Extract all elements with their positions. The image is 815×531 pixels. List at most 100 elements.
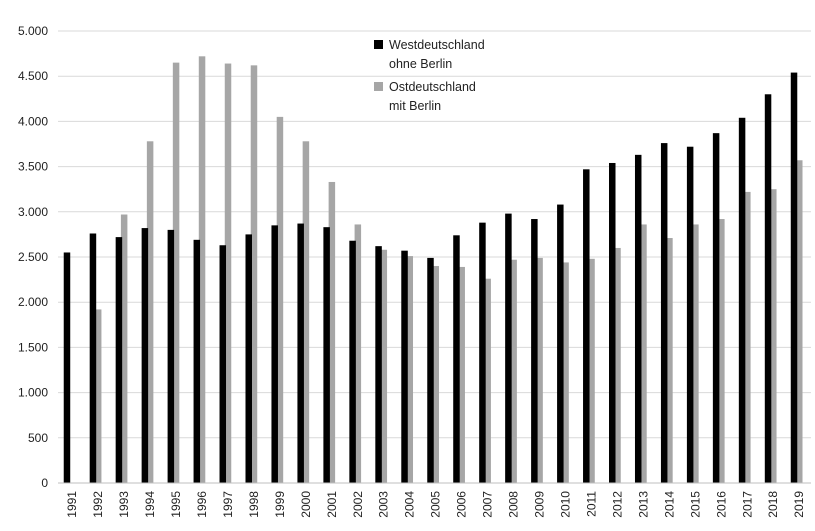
y-tick-label: 5.000 [18,24,48,38]
y-tick-label: 4.000 [18,114,48,128]
bar-west-1996 [193,239,201,483]
x-tick-label: 1993 [117,491,131,518]
x-tick-label: 1996 [195,491,209,518]
bar-east-2014 [692,224,699,483]
y-tick-label: 2.500 [18,250,48,264]
legend-label-west: Westdeutschland [389,38,485,52]
bar-west-2013 [634,154,642,483]
bar-east-1993 [146,141,154,483]
bar-east-1995 [198,56,206,483]
y-tick-label: 0 [41,476,48,490]
bar-west-2007 [479,222,486,483]
bar-west-2011 [583,169,590,483]
bar-east-2017 [770,189,777,483]
y-tick-label: 500 [28,431,48,445]
bar-east-1991 [94,309,102,483]
x-tick-label: 2015 [688,491,702,518]
bar-west-2017 [738,117,746,483]
x-tick-label: 2003 [377,491,391,518]
x-tick-label: 2012 [610,491,624,518]
x-tick-label: 2009 [533,491,547,518]
bar-east-2001 [354,224,362,483]
y-tick-label: 1.000 [18,386,48,400]
bar-east-1994 [172,62,180,483]
bar-west-2008 [505,213,512,483]
bar-east-2015 [718,219,725,484]
bar-west-1998 [245,234,252,483]
bar-west-2006 [453,235,460,483]
bar-west-1995 [167,229,175,483]
x-tick-label: 2011 [584,491,598,517]
x-tick-label: 2014 [662,491,676,518]
bar-west-1994 [141,228,149,483]
x-tick-label: 2013 [636,491,650,518]
bar-east-2008 [536,257,543,483]
x-tick-label: 2016 [714,491,728,518]
x-tick-label: 2002 [351,491,365,518]
y-tick-label: 4.500 [18,69,48,83]
bar-west-2015 [686,146,694,483]
x-tick-label: 2017 [740,491,754,518]
y-tick-label: 2.000 [18,295,48,309]
bar-east-1997 [250,65,258,484]
x-tick-label: 2000 [299,491,313,518]
bar-east-2013 [666,238,673,483]
bar-west-1993 [115,237,123,483]
x-tick-label: 2001 [325,491,339,518]
legend-label-east: mit Berlin [389,99,441,113]
x-tick-label: 2008 [507,491,521,518]
x-tick-label: 1994 [143,491,157,518]
bar-west-2000 [297,223,304,483]
x-axis: 1991 1992 1993 1994 1995 1996 1997 1998 1999 2000… [58,482,811,518]
bar-west-2001 [323,227,330,483]
bar-east-2005 [458,266,465,483]
bar-west-2005 [427,257,434,483]
bar-west-2010 [557,204,564,483]
bar-east-2000 [328,181,336,483]
legend: Westdeutschland ohne Berlin Ostdeutschland… [374,38,485,113]
bar-east-2003 [406,256,414,483]
legend-label-west: ohne Berlin [389,57,452,71]
bar-east-2011 [614,247,621,483]
x-tick-label: 1999 [273,491,287,518]
bar-east-2018 [796,160,803,483]
x-tick-label: 2019 [792,491,806,518]
bar-east-1999 [302,141,310,483]
bar-west-2014 [660,143,668,483]
x-tick-label: 2010 [558,491,572,518]
bar-west-1999 [271,225,278,484]
bar-west-2019 [790,72,798,484]
x-tick-label: 1995 [169,491,183,518]
bar-west-2002 [349,240,356,483]
bar-east-1998 [276,116,284,483]
x-tick-label: 2007 [481,491,495,518]
legend-label-east: Ostdeutschland [389,80,476,94]
bar-east-2002 [380,249,388,483]
bar-west-2012 [609,162,616,483]
bar-west-1991 [63,252,71,483]
bar-east-2006 [484,278,491,483]
x-tick-label: 2018 [766,491,780,518]
bar-east-1996 [224,63,232,483]
bar-west-2009 [531,219,538,484]
bars [63,56,803,484]
bar-west-2016 [712,133,720,484]
bar-west-1992 [89,233,97,483]
bar-east-2004 [432,266,439,483]
bar-east-1992 [120,214,128,483]
legend-swatch-west [374,40,383,49]
legend-swatch-east [374,82,383,91]
bar-west-2004 [401,250,408,483]
x-tick-label: 1997 [221,491,235,518]
bar-east-2016 [744,191,751,484]
x-tick-label: 2004 [403,491,417,518]
y-tick-label: 3.500 [18,160,48,174]
y-tick-label: 1.500 [18,340,48,354]
x-tick-label: 2006 [455,491,469,518]
y-axis: 0 500 1.000 1.500 2.000 2.500 3.000 3.500 4.000 4… [18,24,48,490]
bar-east-2010 [588,258,595,483]
bar-east-2012 [640,224,647,483]
x-tick-label: 1998 [247,491,261,518]
